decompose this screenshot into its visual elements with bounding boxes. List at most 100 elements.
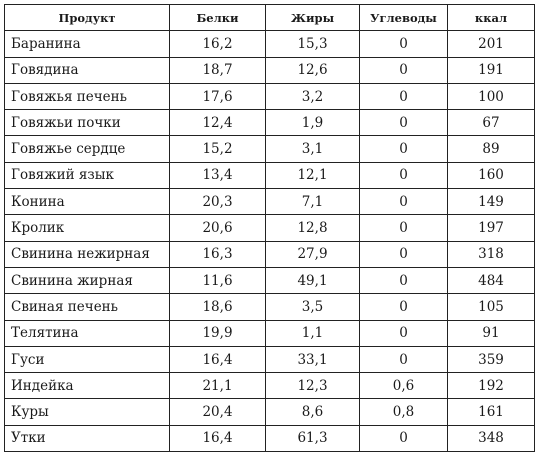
cell-protein: 20,6 bbox=[169, 214, 266, 242]
cell-carbs: 0 bbox=[359, 82, 448, 111]
cell-protein: 12,4 bbox=[169, 109, 266, 137]
cell-protein: 16,3 bbox=[169, 240, 266, 268]
table-row: Телятина 19,9 1,1 0 91 bbox=[4, 319, 535, 347]
cell-product: Свинина жирная bbox=[4, 266, 170, 295]
table-row: Кролик 20,6 12,8 0 197 bbox=[4, 214, 535, 242]
cell-carbs: 0 bbox=[359, 56, 448, 84]
cell-kcal: 67 bbox=[447, 109, 535, 137]
cell-protein: 21,1 bbox=[169, 372, 266, 400]
cell-product: Говядина bbox=[4, 56, 170, 84]
cell-product: Свиная печень bbox=[4, 293, 170, 321]
cell-protein: 20,3 bbox=[169, 188, 266, 216]
table-row: Говяжье сердце 15,2 3,1 0 89 bbox=[4, 135, 535, 163]
cell-fat: 3,5 bbox=[265, 293, 360, 321]
cell-fat: 3,2 bbox=[265, 82, 360, 111]
cell-product: Говяжье сердце bbox=[4, 135, 170, 163]
cell-fat: 12,8 bbox=[265, 214, 360, 242]
header-kcal: ккал bbox=[447, 3, 535, 32]
header-carbs: Углеводы bbox=[359, 3, 448, 32]
cell-carbs: 0 bbox=[359, 240, 448, 268]
table-row: Куры 20,4 8,6 0,8 161 bbox=[4, 398, 535, 426]
table-row: Говядина 18,7 12,6 0 191 bbox=[4, 56, 535, 84]
cell-carbs: 0,6 bbox=[359, 372, 448, 400]
cell-fat: 49,1 bbox=[265, 266, 360, 295]
cell-carbs: 0 bbox=[359, 161, 448, 190]
cell-protein: 15,2 bbox=[169, 135, 266, 163]
cell-fat: 12,1 bbox=[265, 161, 360, 190]
cell-protein: 11,6 bbox=[169, 266, 266, 295]
table-row: Утки 16,4 61,3 0 348 bbox=[4, 424, 535, 453]
cell-product: Баранина bbox=[4, 30, 170, 58]
cell-product: Говяжья печень bbox=[4, 82, 170, 111]
table-row: Говяжья печень 17,6 3,2 0 100 bbox=[4, 82, 535, 111]
header-row: Продукт Белки Жиры Углеводы ккал bbox=[4, 3, 535, 32]
cell-carbs: 0 bbox=[359, 293, 448, 321]
cell-product: Кролик bbox=[4, 214, 170, 242]
cell-protein: 17,6 bbox=[169, 82, 266, 111]
cell-carbs: 0 bbox=[359, 424, 448, 453]
cell-kcal: 160 bbox=[447, 161, 535, 190]
cell-protein: 19,9 bbox=[169, 319, 266, 347]
cell-kcal: 318 bbox=[447, 240, 535, 268]
cell-product: Свинина нежирная bbox=[4, 240, 170, 268]
table-row: Говяжьи почки 12,4 1,9 0 67 bbox=[4, 109, 535, 137]
cell-protein: 20,4 bbox=[169, 398, 266, 426]
cell-fat: 3,1 bbox=[265, 135, 360, 163]
table-row: Свинина жирная 11,6 49,1 0 484 bbox=[4, 266, 535, 295]
table-row: Гуси 16,4 33,1 0 359 bbox=[4, 345, 535, 374]
cell-protein: 18,7 bbox=[169, 56, 266, 84]
table-row: Индейка 21,1 12,3 0,6 192 bbox=[4, 372, 535, 400]
cell-fat: 15,3 bbox=[265, 30, 360, 58]
cell-kcal: 201 bbox=[447, 30, 535, 58]
cell-carbs: 0 bbox=[359, 214, 448, 242]
cell-carbs: 0 bbox=[359, 30, 448, 58]
table-header: Продукт Белки Жиры Углеводы ккал bbox=[4, 3, 535, 32]
cell-kcal: 192 bbox=[447, 372, 535, 400]
cell-kcal: 191 bbox=[447, 56, 535, 84]
cell-carbs: 0 bbox=[359, 135, 448, 163]
cell-fat: 27,9 bbox=[265, 240, 360, 268]
cell-kcal: 484 bbox=[447, 266, 535, 295]
header-fat: Жиры bbox=[265, 3, 360, 32]
cell-fat: 7,1 bbox=[265, 188, 360, 216]
cell-carbs: 0 bbox=[359, 345, 448, 374]
cell-product: Конина bbox=[4, 188, 170, 216]
cell-carbs: 0 bbox=[359, 109, 448, 137]
cell-protein: 16,4 bbox=[169, 345, 266, 374]
cell-fat: 33,1 bbox=[265, 345, 360, 374]
cell-fat: 1,1 bbox=[265, 319, 360, 347]
cell-protein: 18,6 bbox=[169, 293, 266, 321]
cell-carbs: 0,8 bbox=[359, 398, 448, 426]
cell-protein: 16,4 bbox=[169, 424, 266, 453]
cell-product: Утки bbox=[4, 424, 170, 453]
cell-fat: 1,9 bbox=[265, 109, 360, 137]
cell-kcal: 197 bbox=[447, 214, 535, 242]
cell-kcal: 100 bbox=[447, 82, 535, 111]
table-row: Баранина 16,2 15,3 0 201 bbox=[4, 30, 535, 58]
cell-product: Говяжий язык bbox=[4, 161, 170, 190]
nutrition-table: Продукт Белки Жиры Углеводы ккал Баранин… bbox=[4, 3, 535, 453]
table-row: Конина 20,3 7,1 0 149 bbox=[4, 188, 535, 216]
cell-carbs: 0 bbox=[359, 188, 448, 216]
cell-protein: 16,2 bbox=[169, 30, 266, 58]
cell-carbs: 0 bbox=[359, 266, 448, 295]
cell-product: Телятина bbox=[4, 319, 170, 347]
cell-kcal: 91 bbox=[447, 319, 535, 347]
cell-product: Куры bbox=[4, 398, 170, 426]
cell-protein: 13,4 bbox=[169, 161, 266, 190]
cell-fat: 61,3 bbox=[265, 424, 360, 453]
cell-carbs: 0 bbox=[359, 319, 448, 347]
cell-product: Индейка bbox=[4, 372, 170, 400]
cell-fat: 12,6 bbox=[265, 56, 360, 84]
table-body: Баранина 16,2 15,3 0 201 Говядина 18,7 12,6 0 191… bbox=[4, 30, 535, 453]
cell-fat: 8,6 bbox=[265, 398, 360, 426]
cell-kcal: 149 bbox=[447, 188, 535, 216]
cell-kcal: 348 bbox=[447, 424, 535, 453]
cell-kcal: 359 bbox=[447, 345, 535, 374]
header-protein: Белки bbox=[169, 3, 266, 32]
cell-kcal: 105 bbox=[447, 293, 535, 321]
header-product: Продукт bbox=[4, 3, 170, 32]
table-row: Свиная печень 18,6 3,5 0 105 bbox=[4, 293, 535, 321]
cell-kcal: 89 bbox=[447, 135, 535, 163]
table-row: Говяжий язык 13,4 12,1 0 160 bbox=[4, 161, 535, 190]
